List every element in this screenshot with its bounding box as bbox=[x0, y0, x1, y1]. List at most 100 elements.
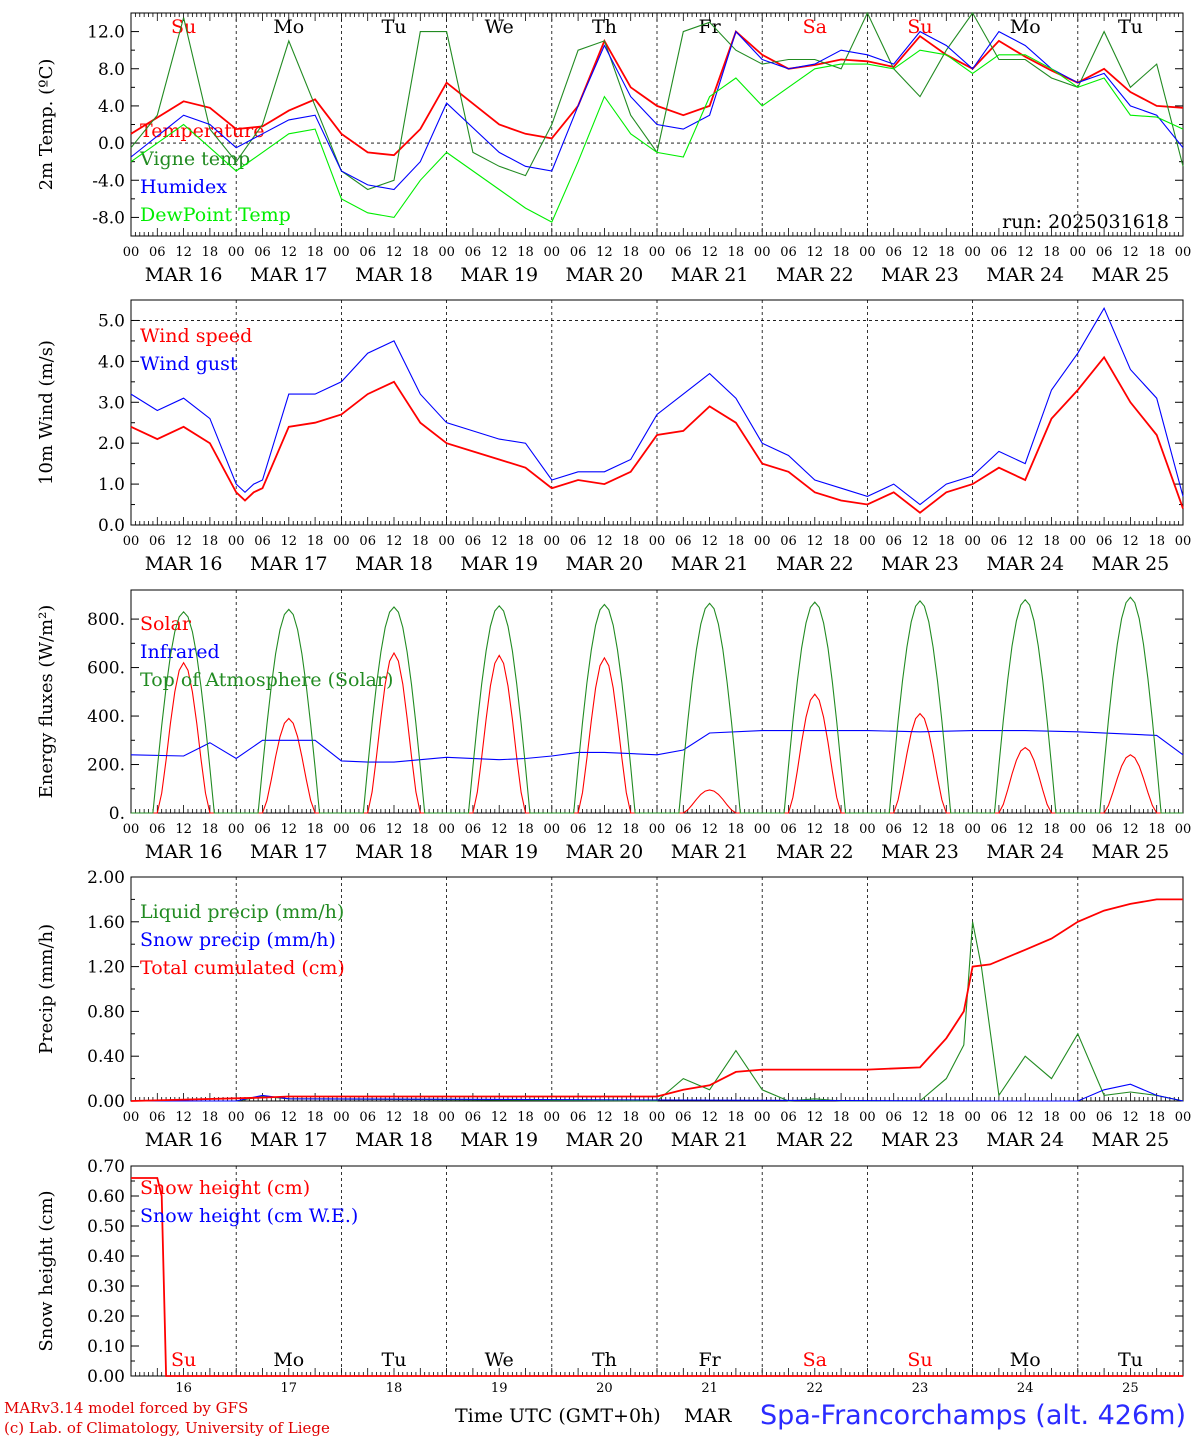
panel-3-hour-label: 12 bbox=[1122, 1110, 1139, 1125]
panel-0-date-label: MAR 19 bbox=[460, 264, 538, 286]
panel-1-hour-label: 18 bbox=[202, 534, 219, 549]
panel-4-weekday-label: Mo bbox=[273, 1349, 304, 1371]
panel-2-hour-label: 00 bbox=[438, 822, 455, 837]
panel-4-day-number: 16 bbox=[175, 1381, 192, 1396]
panel-0-hour-label: 18 bbox=[622, 245, 639, 260]
panel-3-y-tick-label: 1.60 bbox=[87, 913, 125, 933]
panel-0-series-line bbox=[130, 30, 1184, 191]
panel-0-legend-entry: DewPoint Temp bbox=[140, 204, 291, 226]
panel-1-y-tick-label: 5.0 bbox=[98, 311, 125, 331]
panel-4-y-tick-label: 0.00 bbox=[87, 1367, 125, 1387]
panel-0-date-label: MAR 20 bbox=[566, 264, 644, 286]
panel-1-hour-label: 12 bbox=[386, 534, 403, 549]
panel-0-hour-label: 06 bbox=[1096, 245, 1113, 260]
panel-0-date-label: MAR 16 bbox=[145, 264, 223, 286]
x-axis-title: Time UTC (GMT+0h) bbox=[455, 1405, 661, 1427]
panel-1-hour-label: 18 bbox=[517, 534, 534, 549]
panel-0-date-label: MAR 24 bbox=[986, 264, 1064, 286]
panel-0-hour-label: 18 bbox=[412, 245, 429, 260]
lab-credit: (c) Lab. of Climatology, University of L… bbox=[4, 1419, 330, 1437]
panel-2-date-label: MAR 23 bbox=[881, 841, 959, 863]
panel-1-legend-entry: Wind speed bbox=[140, 325, 252, 347]
panel-0-date-label: MAR 18 bbox=[355, 264, 433, 286]
panel-2-hour-label: 18 bbox=[202, 822, 219, 837]
panel-0-hour-label: 00 bbox=[544, 245, 561, 260]
panel-1-hour-label: 18 bbox=[728, 534, 745, 549]
panel-2-y-tick-label: 800. bbox=[87, 610, 125, 630]
panel-3-date-label: MAR 16 bbox=[145, 1129, 223, 1151]
panel-4-weekday-label: Mo bbox=[1010, 1349, 1041, 1371]
panel-0-series-line bbox=[130, 49, 1184, 223]
panel-2-hour-label: 12 bbox=[1017, 822, 1034, 837]
panel-2-date-label: MAR 21 bbox=[671, 841, 749, 863]
panel-0-y-tick-label: 4.0 bbox=[98, 97, 125, 117]
panel-3-hour-label: 18 bbox=[307, 1110, 324, 1125]
panel-2-y-axis-label: Energy fluxes (W/m²) bbox=[36, 605, 57, 799]
panel-0-hour-label: 06 bbox=[780, 245, 797, 260]
panel-3-date-label: MAR 22 bbox=[776, 1129, 854, 1151]
panel-3-hour-label: 00 bbox=[964, 1110, 981, 1125]
panel-0-legend-entry: Temperature bbox=[140, 120, 264, 142]
panel-1-date-label: MAR 16 bbox=[145, 553, 223, 575]
panel-3-hour-label: 00 bbox=[859, 1110, 876, 1125]
panel-0-hour-label: 12 bbox=[281, 245, 298, 260]
panel-1-hour-label: 12 bbox=[701, 534, 718, 549]
panel-1-hour-label: 06 bbox=[149, 534, 166, 549]
panel-1-hour-label: 18 bbox=[307, 534, 324, 549]
panel-0-hour-label: 18 bbox=[307, 245, 324, 260]
panel-2-date-label: MAR 20 bbox=[566, 841, 644, 863]
panel-4-y-tick-label: 0.60 bbox=[87, 1187, 125, 1207]
panel-1-date-label: MAR 18 bbox=[355, 553, 433, 575]
panel-0-y-tick-label: -8.0 bbox=[92, 208, 125, 228]
panel-0-hour-label: 18 bbox=[833, 245, 850, 260]
panel-4-y-tick-label: 0.20 bbox=[87, 1307, 125, 1327]
panel-4-legend-entry: Snow height (cm W.E.) bbox=[140, 1205, 358, 1227]
panel-3-legend-entry: Snow precip (mm/h) bbox=[140, 929, 336, 951]
panel-1-hour-label: 18 bbox=[1043, 534, 1060, 549]
panel-0-hour-label: 06 bbox=[149, 245, 166, 260]
panel-3-date-label: MAR 21 bbox=[671, 1129, 749, 1151]
panel-2-hour-label: 12 bbox=[175, 822, 192, 837]
panel-3-y-tick-label: 0.00 bbox=[87, 1092, 125, 1112]
panel-2-hour-label: 18 bbox=[938, 822, 955, 837]
panel-0-date-label: MAR 17 bbox=[250, 264, 328, 286]
panel-2-hour-label: 18 bbox=[728, 822, 745, 837]
panel-1-hour-label: 00 bbox=[859, 534, 876, 549]
panel-3-hour-label: 12 bbox=[807, 1110, 824, 1125]
panel-0-weekday-label: Sa bbox=[803, 16, 827, 38]
panel-2-series-line bbox=[131, 596, 1183, 814]
panel-1-hour-label: 18 bbox=[622, 534, 639, 549]
panel-0-hour-label: 00 bbox=[754, 245, 771, 260]
panel-0-series-line bbox=[130, 30, 1184, 157]
panel-0-hour-label: 12 bbox=[1122, 245, 1139, 260]
panel-0-hour-label: 06 bbox=[675, 245, 692, 260]
panel-0-hour-label: 06 bbox=[465, 245, 482, 260]
panel-1-hour-label: 00 bbox=[649, 534, 666, 549]
panel-1-hour-label: 00 bbox=[438, 534, 455, 549]
panel-2-legend-entry: Top of Atmosphere (Solar) bbox=[140, 669, 393, 691]
panel-0-hour-label: 00 bbox=[333, 245, 350, 260]
panel-4-weekday-label: Su bbox=[171, 1349, 196, 1371]
panel-4-y-tick-label: 0.70 bbox=[87, 1157, 125, 1177]
panel-4-day-number: 25 bbox=[1122, 1381, 1139, 1396]
panel-4-day-number: 20 bbox=[596, 1381, 613, 1396]
panel-3-hour-label: 18 bbox=[622, 1110, 639, 1125]
panel-2-hour-label: 00 bbox=[544, 822, 561, 837]
panel-0-hour-label: 18 bbox=[728, 245, 745, 260]
panel-0-hour-label: 06 bbox=[254, 245, 271, 260]
panel-4-y-tick-label: 0.40 bbox=[87, 1247, 125, 1267]
panel-1-date-label: MAR 23 bbox=[881, 553, 959, 575]
panel-0-weekday-label: Su bbox=[171, 16, 196, 38]
panel-2-hour-label: 12 bbox=[1122, 822, 1139, 837]
panel-2-y-tick-label: 200. bbox=[87, 756, 125, 776]
panel-1-hour-label: 18 bbox=[1148, 534, 1165, 549]
panel-1-hour-label: 06 bbox=[1096, 534, 1113, 549]
panel-4-y-axis-label: Snow height (cm) bbox=[36, 1190, 57, 1351]
panel-2-date-label: MAR 22 bbox=[776, 841, 854, 863]
panel-3-hour-label: 12 bbox=[912, 1110, 929, 1125]
panel-1-hour-label: 06 bbox=[570, 534, 587, 549]
panel-0-hour-label: 12 bbox=[175, 245, 192, 260]
panel-2-date-label: MAR 25 bbox=[1092, 841, 1170, 863]
panel-1-hour-label: 06 bbox=[991, 534, 1008, 549]
panel-1-date-label: MAR 20 bbox=[566, 553, 644, 575]
